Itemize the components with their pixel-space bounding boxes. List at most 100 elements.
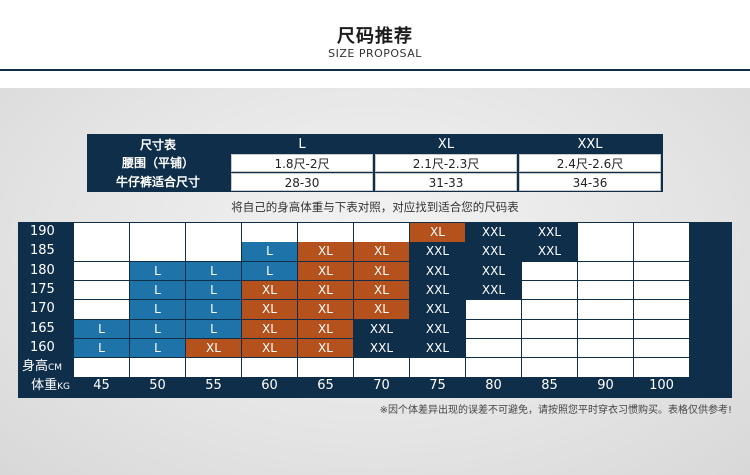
- empty-cell: [634, 300, 689, 319]
- size-cell: L: [130, 338, 185, 358]
- size-cell: XL: [242, 300, 297, 319]
- empty-cell: [634, 242, 689, 261]
- height-axis-label: 身高CM: [18, 358, 92, 377]
- page-title: 尺码推荐: [337, 26, 413, 47]
- size-table-cell: 28-30: [231, 173, 373, 191]
- size-cell: L: [186, 319, 241, 338]
- size-spec-table: 尺寸表 L XL XXL 腰围（平铺） 1.8尺-2尺 2.1尺-2.3尺 2.…: [87, 134, 663, 192]
- size-cell: L: [130, 280, 185, 300]
- size-cell: XL: [298, 338, 353, 358]
- empty-cell: [74, 358, 129, 377]
- empty-cell: [466, 319, 521, 338]
- size-cell: XL: [298, 242, 353, 261]
- empty-cell: [466, 300, 521, 319]
- empty-cell: [634, 319, 689, 338]
- size-cell: XXL: [410, 319, 465, 338]
- empty-cell: [578, 261, 633, 281]
- size-cell: XXL: [354, 338, 409, 358]
- size-cell: XXL: [410, 261, 465, 281]
- header: 尺码推荐 SIZE PROPOSAL: [0, 0, 750, 88]
- size-table-header-l: L: [298, 137, 306, 152]
- size-cell: XL: [186, 338, 241, 358]
- empty-cell: [242, 223, 297, 242]
- size-cell: XXL: [466, 261, 521, 281]
- weight-column-label: 100: [649, 378, 674, 394]
- empty-cell: [354, 223, 409, 242]
- height-axis-title: 身高: [22, 359, 49, 375]
- size-cell: XL: [298, 300, 353, 319]
- size-cell: XL: [354, 261, 409, 281]
- size-table-cell: 31-33: [375, 173, 517, 191]
- empty-cell: [522, 261, 577, 281]
- empty-cell: [578, 338, 633, 358]
- height-row-label: 170: [30, 301, 55, 317]
- size-cell: XL: [242, 338, 297, 358]
- empty-cell: [186, 223, 241, 242]
- footnote: ※因个体差异出现的误差不可避免，请按照您平时穿衣习惯购买。表格仅供参考!: [379, 405, 732, 416]
- size-table-row-label-jeans: 牛仔裤适合尺寸: [115, 175, 200, 189]
- size-cell: XXL: [410, 338, 465, 358]
- size-cell: XXL: [522, 223, 577, 242]
- empty-cell: [130, 242, 185, 261]
- empty-cell: [186, 242, 241, 261]
- size-cell: L: [186, 300, 241, 319]
- instruction-text: 将自己的身高体重与下表对照，对应找到适合您的尺码表: [231, 200, 519, 214]
- size-cell: L: [74, 319, 129, 338]
- empty-cell: [74, 261, 129, 281]
- size-cell: L: [74, 338, 129, 358]
- empty-cell: [634, 280, 689, 300]
- title-underline: [330, 69, 428, 71]
- size-cell: XL: [354, 300, 409, 319]
- weight-column-label: 80: [485, 378, 502, 394]
- size-cell: XL: [242, 319, 297, 338]
- height-row-label: 185: [30, 243, 55, 259]
- size-cell: L: [130, 261, 185, 281]
- size-table-header-xxl: XXL: [577, 137, 603, 152]
- size-cell: XL: [242, 280, 297, 300]
- empty-cell: [186, 358, 241, 377]
- empty-cell: [522, 338, 577, 358]
- height-row-label: 160: [30, 339, 55, 355]
- size-cell: XXL: [466, 223, 521, 242]
- size-table-header-xl: XL: [437, 137, 455, 152]
- size-cell: L: [130, 319, 185, 338]
- empty-cell: [466, 358, 521, 377]
- header-rule-left: [0, 69, 330, 71]
- size-table-cell: 1.8尺-2尺: [231, 154, 373, 172]
- weight-column-label: 50: [149, 378, 166, 394]
- empty-cell: [74, 242, 129, 261]
- weight-axis-label: 体重KG: [18, 377, 72, 396]
- height-weight-size-grid: 190 XL XXL XXL 185 L XL XL XXL XXL XXL 180 L L L XL XL XX…: [18, 222, 732, 398]
- weight-column-label: 90: [597, 378, 614, 394]
- empty-cell: [578, 242, 633, 261]
- height-row-label: 175: [30, 281, 55, 297]
- empty-cell: [74, 300, 129, 319]
- weight-column-label: 45: [93, 378, 110, 394]
- weight-axis-unit: KG: [57, 382, 70, 393]
- size-cell: XXL: [522, 242, 577, 261]
- height-axis-unit: CM: [48, 363, 63, 374]
- empty-cell: [74, 223, 129, 242]
- empty-cell: [634, 358, 689, 377]
- size-cell: L: [186, 280, 241, 300]
- empty-cell: [634, 338, 689, 358]
- size-cell: XL: [354, 280, 409, 300]
- empty-cell: [522, 300, 577, 319]
- size-cell: L: [242, 242, 297, 261]
- size-cell: XXL: [466, 242, 521, 261]
- empty-cell: [578, 280, 633, 300]
- empty-cell: [298, 223, 353, 242]
- size-cell: XXL: [410, 242, 465, 261]
- size-cell: L: [130, 300, 185, 319]
- empty-cell: [410, 358, 465, 377]
- size-cell: L: [242, 261, 297, 281]
- empty-cell: [578, 223, 633, 242]
- weight-column-label: 55: [205, 378, 222, 394]
- page-subtitle: SIZE PROPOSAL: [328, 47, 422, 60]
- size-table-corner: 尺寸表: [139, 138, 176, 152]
- size-cell: XL: [298, 319, 353, 338]
- empty-cell: [578, 300, 633, 319]
- size-cell: XXL: [410, 300, 465, 319]
- size-cell: XXL: [410, 280, 465, 300]
- size-table-cell: 2.4尺-2.6尺: [519, 154, 661, 172]
